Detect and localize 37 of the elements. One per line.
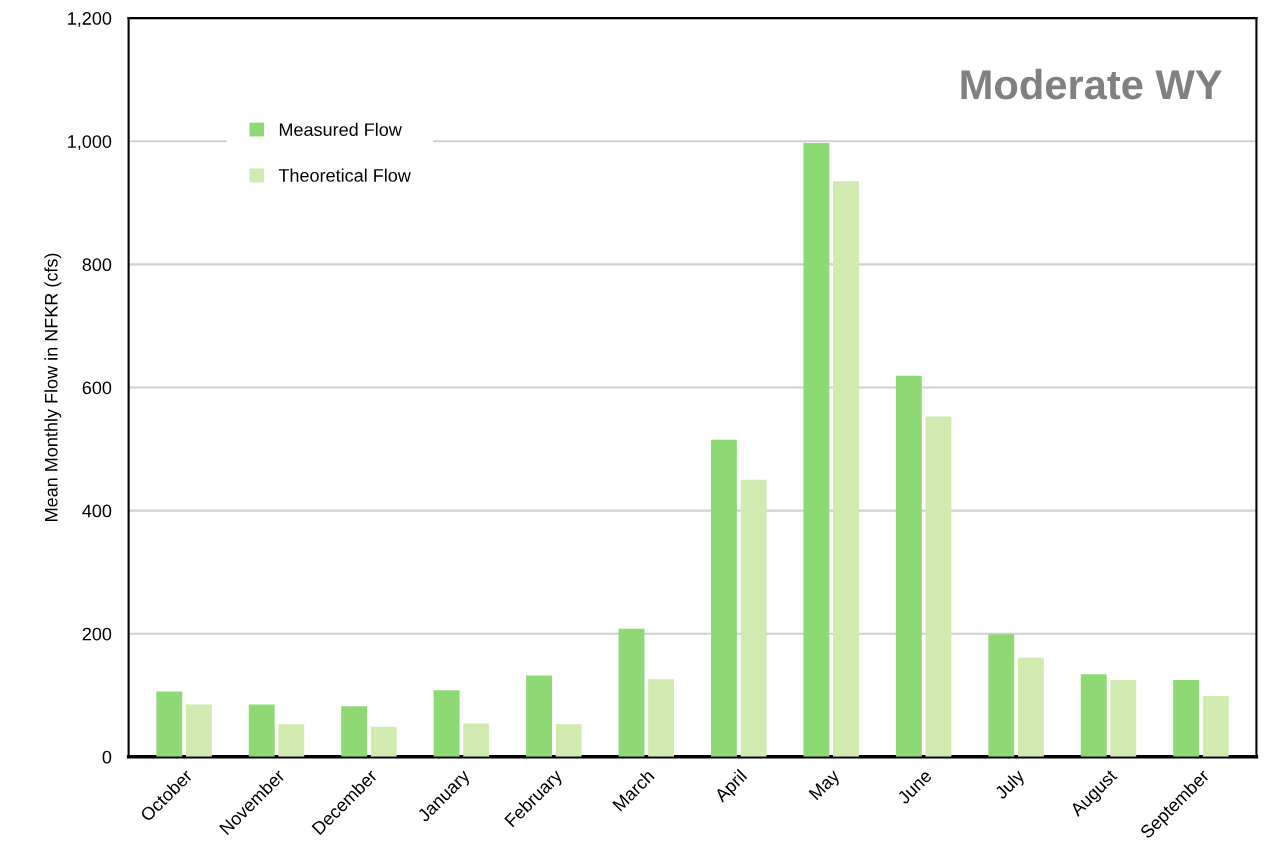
x-tick-label: July [993, 767, 1028, 803]
bar [740, 479, 767, 757]
bar [555, 724, 582, 757]
bar [1017, 657, 1044, 757]
bar [925, 416, 952, 757]
bar [463, 723, 490, 757]
y-tick-label: 1,000 [68, 135, 112, 151]
y-tick-label: 1,200 [68, 12, 112, 27]
y-tick-label: 400 [82, 504, 112, 518]
x-tick-label: May [808, 768, 844, 803]
y-tick-label: 600 [82, 381, 112, 395]
y-tick-label: 800 [82, 258, 112, 272]
bar [526, 675, 552, 757]
bar [433, 690, 460, 757]
bar [895, 375, 922, 757]
bar [803, 143, 830, 757]
bar [1080, 674, 1107, 757]
y-axis-title: Mean Monthly Flow in NFKR (cfs) [44, 253, 62, 521]
bar [370, 726, 397, 757]
y-tick-label: 200 [82, 627, 112, 641]
text: Moderate WY [961, 68, 1222, 100]
bar [618, 628, 645, 757]
bar [341, 706, 368, 757]
legend-label: Theoretical Flow [278, 168, 411, 182]
bar [1202, 695, 1229, 757]
bar [1110, 679, 1137, 757]
bar [1173, 679, 1200, 757]
legend-label: Measured Flow [279, 122, 402, 137]
bar [648, 679, 675, 757]
bar [248, 704, 275, 757]
bar [185, 704, 212, 757]
bar [711, 439, 737, 757]
bar [833, 181, 859, 757]
bar [156, 691, 183, 757]
bar [278, 724, 305, 757]
bar [988, 634, 1015, 757]
y-tick-label: 0 [102, 750, 112, 764]
